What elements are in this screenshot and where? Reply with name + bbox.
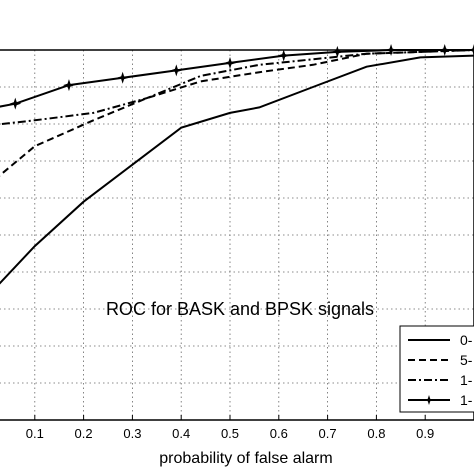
series-layer — [0, 44, 474, 285]
x-tick-label: 0.3 — [123, 426, 141, 441]
legend-label-2: 5- — [460, 352, 473, 368]
series-4-point — [385, 44, 398, 56]
legend-label-1: 0- — [460, 332, 473, 348]
x-tick-label: 0.4 — [172, 426, 190, 441]
x-tick-label: 0.7 — [319, 426, 337, 441]
series-4-point — [277, 49, 290, 62]
series-line-1 — [0, 54, 474, 285]
x-axis-label: probability of false alarm — [159, 450, 332, 467]
x-tick-labels: 0.1 0.2 0.3 0.4 0.5 0.6 0.7 0.8 0.9 — [26, 415, 434, 441]
x-tick-label: 0.2 — [75, 426, 93, 441]
x-tick-label: 0.1 — [26, 426, 44, 441]
chart-annotation: ROC for BASK and BPSK signals — [106, 299, 374, 319]
series-4-point — [116, 71, 129, 84]
series-4-point — [170, 64, 183, 77]
series-4-point — [9, 97, 22, 110]
legend-label-4: 1- — [460, 392, 473, 408]
x-tick-label: 0.9 — [416, 426, 434, 441]
x-tick-label: 0.6 — [270, 426, 288, 441]
series-line-3 — [0, 49, 474, 126]
x-tick-label: 0.8 — [367, 426, 385, 441]
legend: 0- 5- 1- 1- — [399, 325, 474, 413]
series-4-point — [331, 45, 344, 58]
x-tick-label: 0.5 — [221, 426, 239, 441]
series-4-point — [62, 79, 75, 92]
grid — [0, 50, 474, 420]
series-4-point — [468, 44, 474, 56]
series-4-point — [438, 44, 451, 56]
series-4-point — [224, 56, 236, 69]
legend-marker — [424, 395, 434, 405]
legend-label-3: 1- — [460, 372, 473, 388]
